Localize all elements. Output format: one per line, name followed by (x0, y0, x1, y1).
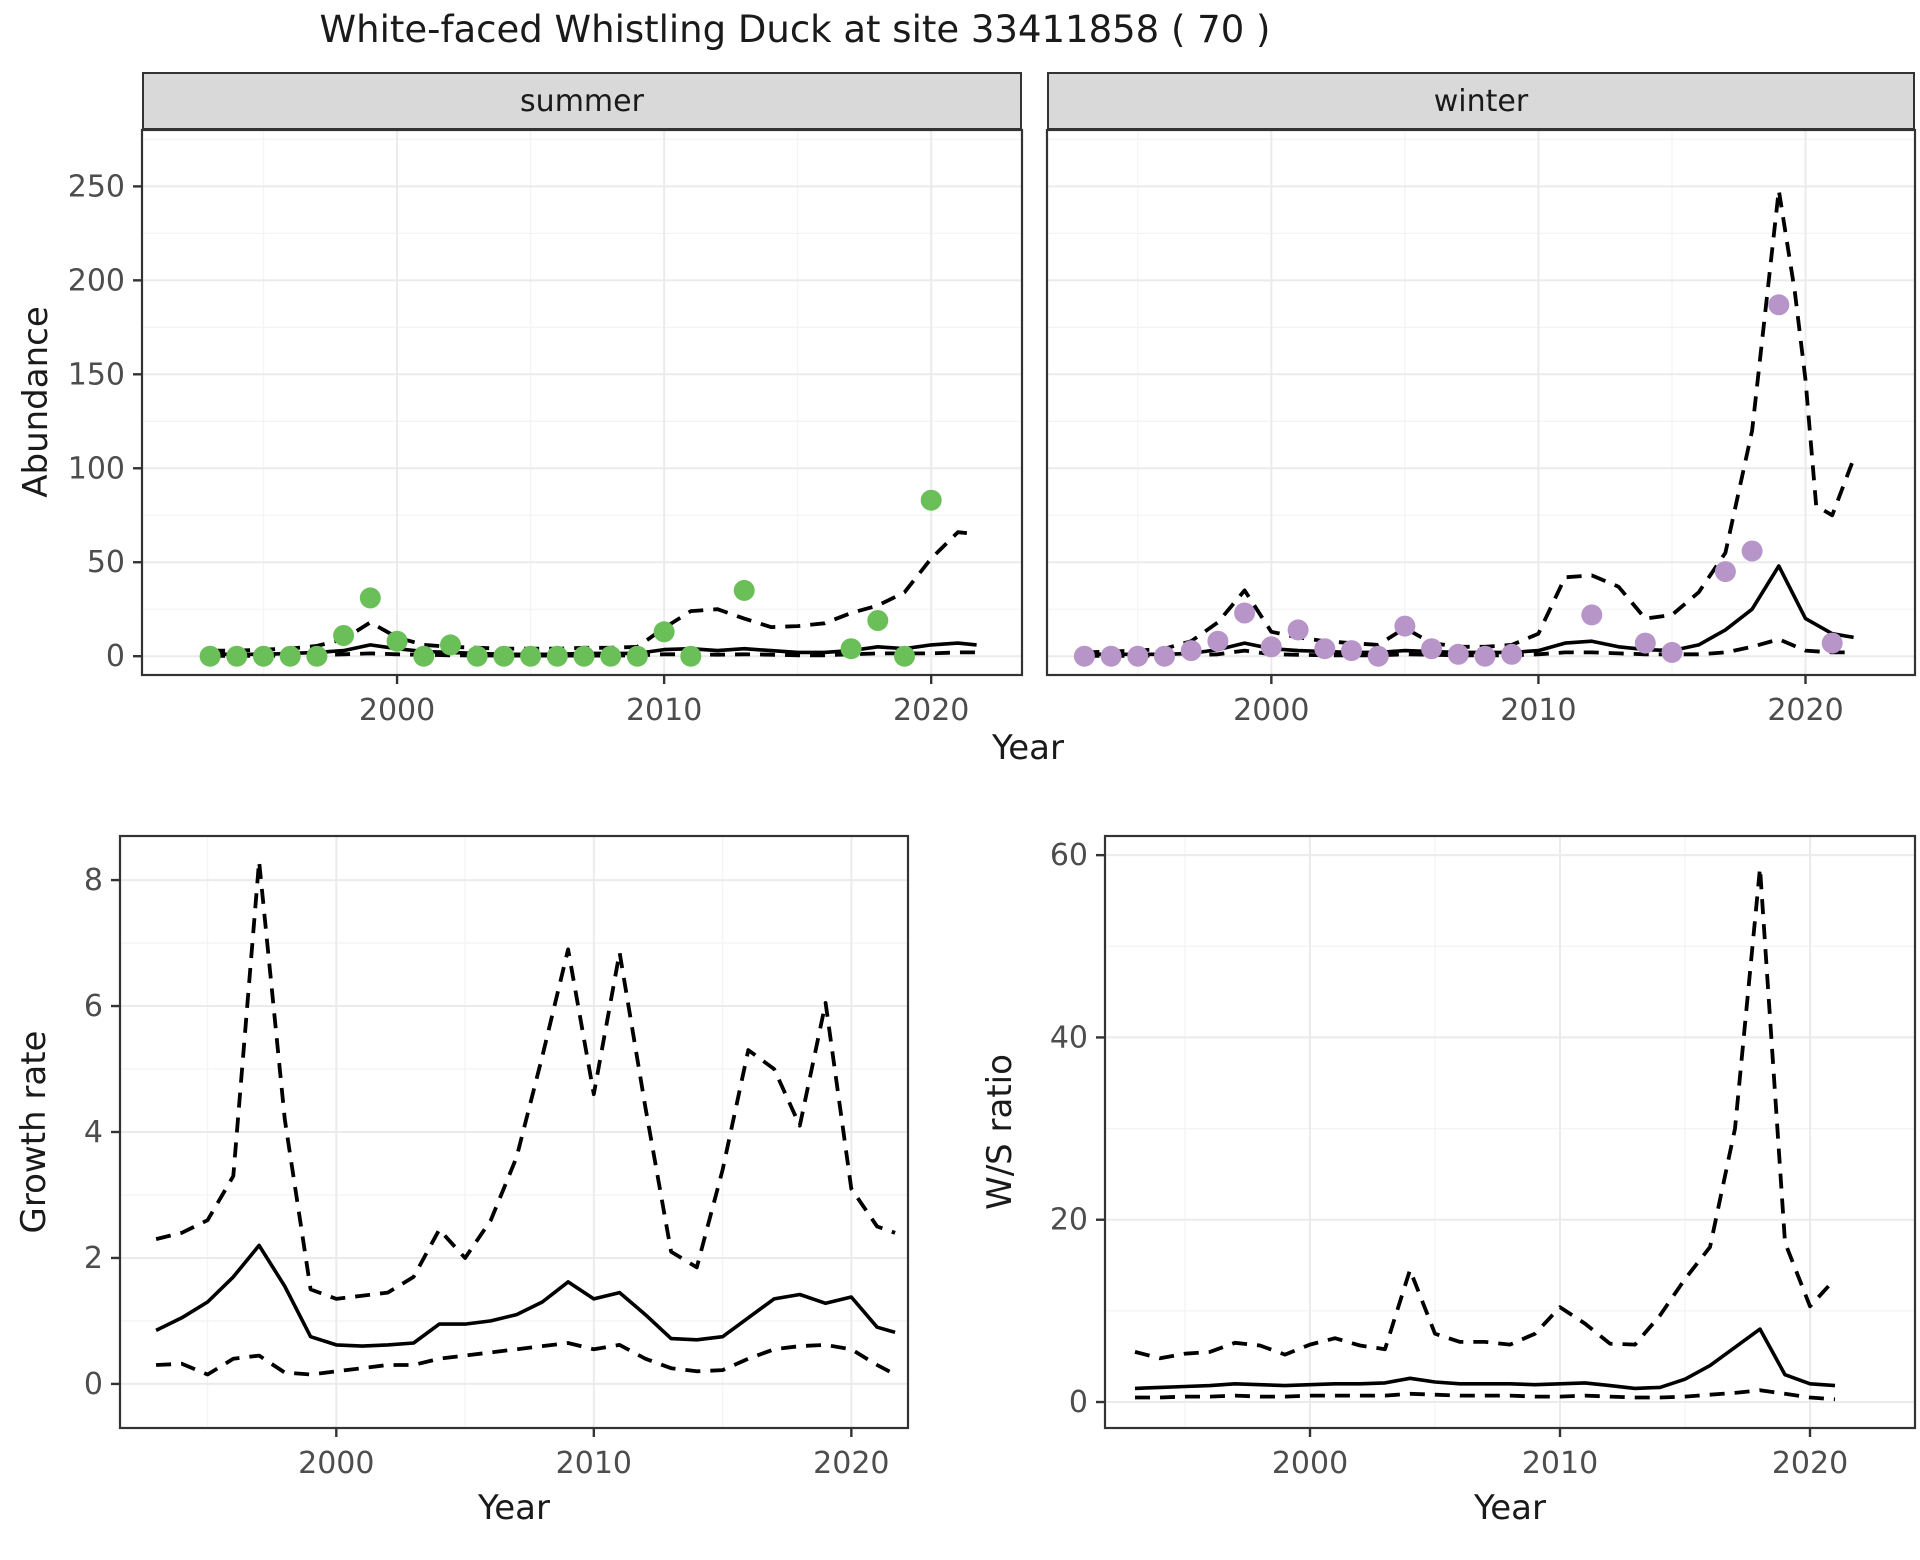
x-axis-title-year-ws: Year (1474, 1488, 1546, 1528)
svg-text:250: 250 (68, 169, 125, 204)
facet-strip-summer: summer (142, 72, 1022, 130)
svg-text:60: 60 (1050, 838, 1088, 873)
svg-text:2020: 2020 (1772, 1446, 1848, 1481)
svg-text:2020: 2020 (813, 1446, 889, 1481)
svg-text:2010: 2010 (556, 1446, 632, 1481)
y-axis-title-ws-ratio: W/S ratio (980, 1054, 1020, 1210)
facet-strip-winter-label: winter (1433, 83, 1529, 119)
svg-text:8: 8 (84, 863, 103, 898)
svg-text:2000: 2000 (359, 693, 435, 728)
svg-text:2010: 2010 (1522, 1446, 1598, 1481)
svg-text:2010: 2010 (1500, 693, 1576, 728)
chart-title: White-faced Whistling Duck at site 33411… (319, 8, 1271, 51)
svg-text:2010: 2010 (626, 693, 702, 728)
x-axis-title-year-top: Year (992, 728, 1064, 768)
facet-strip-winter: winter (1047, 72, 1915, 130)
y-axis-title-growth-rate: Growth rate (14, 1030, 54, 1234)
svg-text:150: 150 (68, 357, 125, 392)
svg-text:2000: 2000 (1233, 693, 1309, 728)
svg-text:4: 4 (84, 1115, 103, 1150)
facet-strip-summer-label: summer (520, 83, 644, 119)
svg-text:2: 2 (84, 1241, 103, 1276)
svg-text:2000: 2000 (298, 1446, 374, 1481)
svg-text:0: 0 (106, 639, 125, 674)
svg-text:100: 100 (68, 451, 125, 486)
x-axis-title-year-growth: Year (478, 1488, 550, 1528)
svg-text:200: 200 (68, 263, 125, 298)
svg-text:40: 40 (1050, 1020, 1088, 1055)
svg-text:20: 20 (1050, 1203, 1088, 1238)
svg-text:50: 50 (87, 545, 125, 580)
svg-text:2020: 2020 (1767, 693, 1843, 728)
y-axis-title-abundance: Abundance (16, 306, 56, 498)
svg-text:0: 0 (1069, 1385, 1088, 1420)
svg-text:2020: 2020 (893, 693, 969, 728)
svg-text:2000: 2000 (1272, 1446, 1348, 1481)
svg-text:6: 6 (84, 989, 103, 1024)
svg-text:0: 0 (84, 1367, 103, 1402)
